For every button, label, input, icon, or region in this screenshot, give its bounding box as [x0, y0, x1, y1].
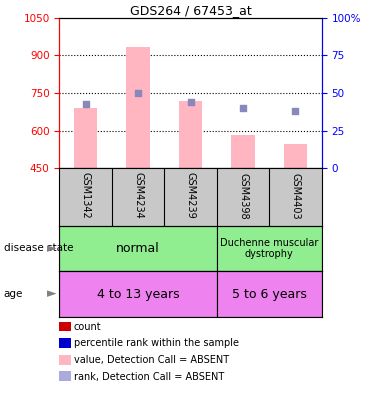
Text: disease state: disease state [4, 244, 73, 253]
Text: percentile rank within the sample: percentile rank within the sample [74, 338, 239, 348]
Text: count: count [74, 322, 101, 332]
Text: rank, Detection Call = ABSENT: rank, Detection Call = ABSENT [74, 371, 224, 382]
Bar [179, 101, 202, 168]
Bar [59, 271, 217, 317]
Point [293, 108, 299, 114]
Point [135, 90, 141, 96]
Bar [59, 226, 217, 271]
Bar [217, 226, 322, 271]
Text: value, Detection Call = ABSENT: value, Detection Call = ABSENT [74, 355, 229, 365]
Point [240, 105, 246, 111]
Bar [217, 271, 322, 317]
Text: GSM4239: GSM4239 [185, 173, 196, 219]
Bar [126, 47, 150, 168]
Bar [284, 144, 307, 168]
Text: GSM4403: GSM4403 [290, 173, 301, 219]
Text: ►: ► [47, 242, 57, 255]
Point [83, 101, 89, 107]
Text: 5 to 6 years: 5 to 6 years [232, 287, 307, 301]
Text: normal: normal [116, 242, 160, 255]
Text: age: age [4, 289, 23, 299]
Text: Duchenne muscular
dystrophy: Duchenne muscular dystrophy [220, 238, 318, 259]
Bar [231, 135, 255, 168]
Point [188, 99, 193, 105]
Title: GDS264 / 67453_at: GDS264 / 67453_at [130, 4, 251, 17]
Text: GSM4234: GSM4234 [133, 173, 143, 219]
Text: GSM1342: GSM1342 [80, 173, 91, 219]
Text: GSM4398: GSM4398 [238, 173, 248, 219]
Text: 4 to 13 years: 4 to 13 years [97, 287, 179, 301]
Text: ►: ► [47, 287, 57, 301]
Bar [74, 108, 97, 168]
